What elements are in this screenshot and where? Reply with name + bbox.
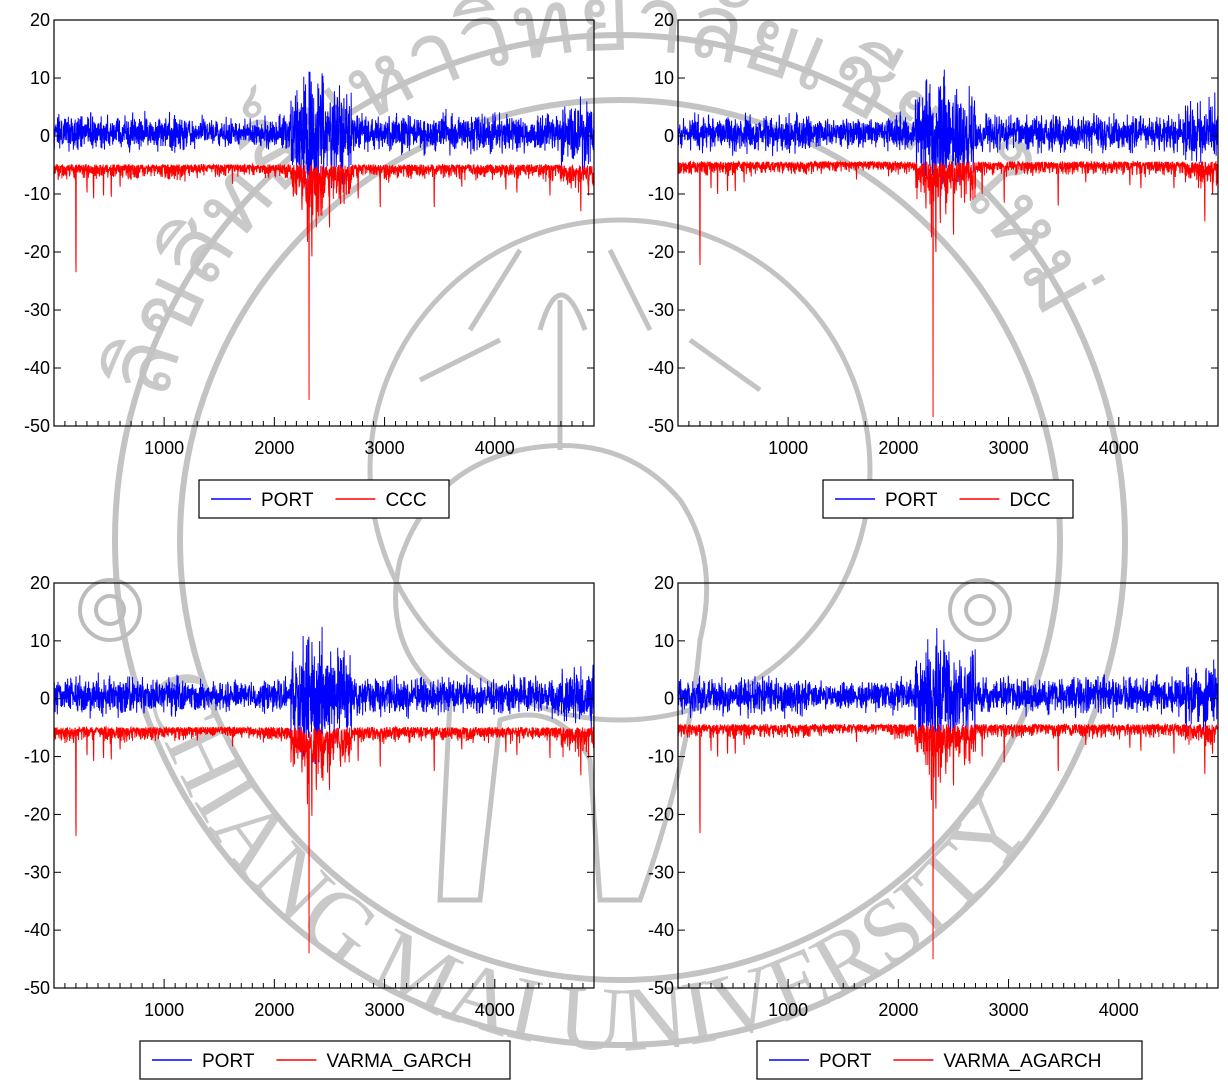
- x-tick-label: 1000: [768, 1000, 808, 1020]
- y-tick-label: 0: [664, 689, 674, 709]
- y-tick-label: -40: [24, 358, 50, 378]
- legend-label-varma-garch: VARMA_GARCH: [326, 1051, 471, 1072]
- x-tick-label: 1000: [144, 438, 184, 458]
- x-tick-label: 4000: [1099, 438, 1139, 458]
- y-tick-label: 10: [654, 68, 674, 88]
- plot-frame: [53, 582, 595, 989]
- x-tick-label: 4000: [475, 1000, 515, 1020]
- x-tick-label: 2000: [878, 438, 918, 458]
- y-tick-label: -30: [648, 300, 674, 320]
- y-tick-label: -40: [648, 358, 674, 378]
- legend-label-port: PORT: [885, 490, 938, 511]
- chart-panel-3: 20 10 0 -10 -20 -30 -40 -50 1000 2000 3000 4000 PORT…: [24, 573, 595, 1080]
- y-tick-label: -30: [648, 862, 674, 882]
- y-tick-label: 20: [654, 10, 674, 30]
- chart-legend: PORT CCC: [198, 479, 450, 519]
- y-tick-label: 10: [30, 68, 50, 88]
- series-line-varma-agarch: [677, 722, 1219, 960]
- x-tick-label: 4000: [1099, 1000, 1139, 1020]
- series-line-ccc: [53, 162, 595, 400]
- y-tick-label: 10: [30, 631, 50, 651]
- x-tick-label: 1000: [768, 438, 808, 458]
- chart-panel-2: 20 10 0 -10 -20 -30 -40 -50 1000 2000 3000 4000 PORT…: [648, 10, 1219, 519]
- y-tick-label: 0: [40, 689, 50, 709]
- plot-frame: [677, 19, 1219, 427]
- y-tick-label: -40: [24, 920, 50, 940]
- legend-label-port: PORT: [202, 1051, 255, 1072]
- y-tick-label: -50: [648, 978, 674, 998]
- y-tick-label: -50: [24, 416, 50, 436]
- legend-box: [756, 1040, 1143, 1080]
- y-tick-label: -20: [24, 242, 50, 262]
- legend-label-varma-agarch: VARMA_AGARCH: [943, 1051, 1101, 1072]
- y-tick-label: 0: [40, 126, 50, 146]
- y-tick-label: -10: [648, 747, 674, 767]
- x-tick-label: 2000: [878, 1000, 918, 1020]
- x-tick-label: 3000: [989, 438, 1029, 458]
- y-tick-label: -50: [24, 978, 50, 998]
- legend-label-ccc: CCC: [385, 490, 426, 511]
- series-line-port: [53, 626, 595, 765]
- legend-label-port: PORT: [819, 1051, 872, 1072]
- y-tick-label: -20: [648, 242, 674, 262]
- y-tick-label: 20: [654, 573, 674, 593]
- series-line-dcc: [677, 159, 1219, 418]
- y-tick-label: 20: [30, 10, 50, 30]
- series-line-port: [53, 71, 595, 208]
- series-line-port: [677, 628, 1219, 752]
- chart-legend: PORT VARMA_AGARCH: [756, 1040, 1143, 1080]
- plot-frame: [53, 19, 595, 427]
- x-tick-label: 2000: [254, 1000, 294, 1020]
- x-tick-label: 3000: [989, 1000, 1029, 1020]
- y-tick-label: 10: [654, 631, 674, 651]
- y-tick-label: -20: [648, 804, 674, 824]
- y-tick-label: 0: [664, 126, 674, 146]
- x-tick-label: 4000: [475, 438, 515, 458]
- chart-panel-4: 20 10 0 -10 -20 -30 -40 -50 1000 2000 3000 4000 PORT…: [648, 573, 1219, 1080]
- x-tick-label: 2000: [254, 438, 294, 458]
- y-tick-label: -10: [648, 184, 674, 204]
- y-tick-label: -30: [24, 862, 50, 882]
- y-tick-label: -50: [648, 416, 674, 436]
- x-tick-label: 3000: [365, 1000, 405, 1020]
- series-line-varma-garch: [53, 725, 595, 954]
- chart-legend: PORT DCC: [822, 479, 1074, 519]
- y-tick-label: -20: [24, 804, 50, 824]
- chart-legend: PORT VARMA_GARCH: [139, 1040, 511, 1080]
- plot-frame: [677, 582, 1219, 989]
- legend-box: [139, 1040, 511, 1080]
- x-tick-label: 1000: [144, 1000, 184, 1020]
- y-tick-label: -30: [24, 300, 50, 320]
- legend-label-port: PORT: [261, 490, 314, 511]
- legend-label-dcc: DCC: [1009, 490, 1050, 511]
- y-tick-label: -40: [648, 920, 674, 940]
- y-tick-label: -10: [24, 184, 50, 204]
- series-line-port: [677, 69, 1219, 197]
- chart-panel-1: 20 10 0 -10 -20 -30 -40 -50 1000 2000 3000 4000 PORT…: [24, 10, 595, 519]
- y-tick-label: -10: [24, 747, 50, 767]
- y-tick-label: 20: [30, 573, 50, 593]
- x-tick-label: 3000: [365, 438, 405, 458]
